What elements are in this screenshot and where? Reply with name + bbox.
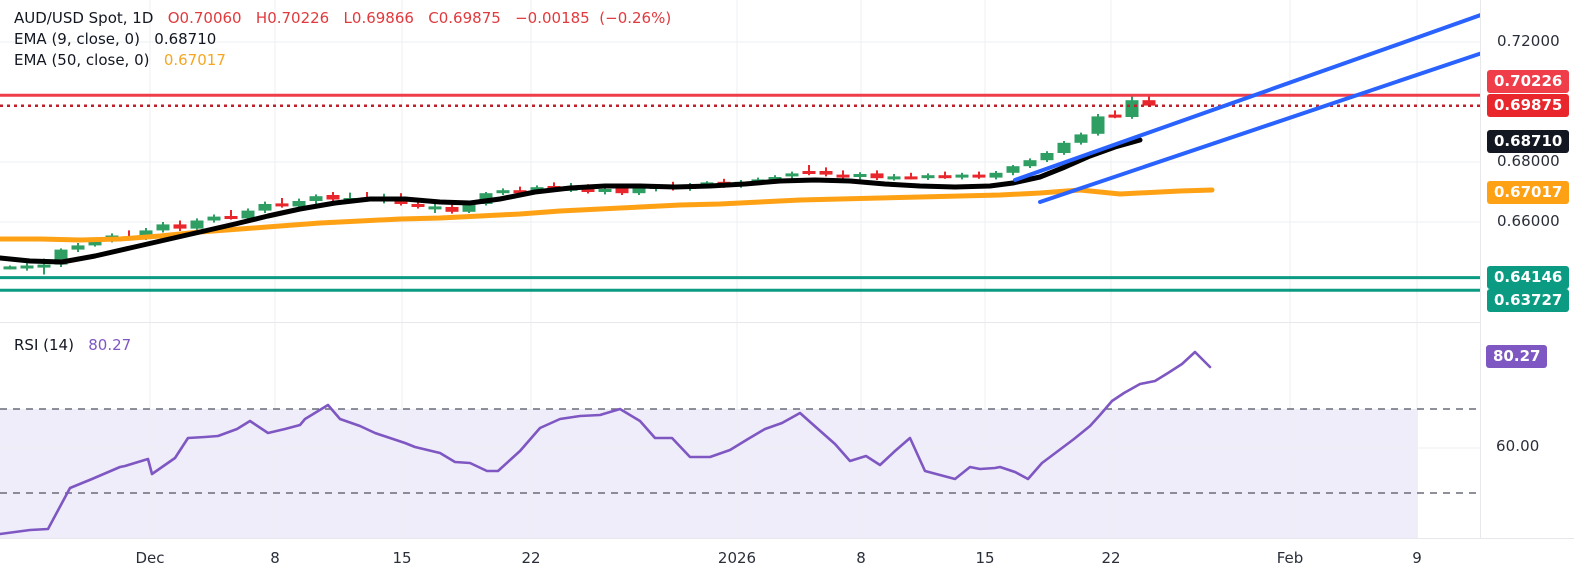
rsi-chart-canvas[interactable]	[0, 323, 1480, 539]
candle-body[interactable]	[581, 187, 595, 192]
candle-body[interactable]	[224, 216, 238, 219]
candle-body[interactable]	[1125, 100, 1139, 117]
price-axis-pill[interactable]: 0.64146	[1487, 266, 1570, 289]
candle-body[interactable]	[292, 201, 306, 207]
time-axis-tick: 9	[1412, 549, 1422, 567]
candle-body[interactable]	[156, 224, 170, 231]
candle-body[interactable]	[921, 175, 935, 179]
candle-body[interactable]	[598, 189, 612, 192]
candle-body[interactable]	[768, 177, 782, 180]
time-axis[interactable]: Dec 8 15 22 2026 8 15 22 Feb 9	[0, 538, 1574, 578]
price-axis-pill[interactable]: 0.70226	[1487, 70, 1570, 93]
candle-body[interactable]	[139, 230, 153, 239]
candle-body[interactable]	[1023, 160, 1037, 167]
rsi-band-fill	[0, 409, 1418, 539]
ema50-line	[0, 187, 1215, 243]
candle-body[interactable]	[326, 195, 340, 200]
candle-body[interactable]	[411, 204, 425, 207]
candle-body[interactable]	[1091, 116, 1105, 134]
time-axis-tick: 22	[521, 549, 541, 567]
price-axis-tick: 0.68000	[1497, 152, 1560, 170]
candle-body[interactable]	[819, 171, 833, 175]
price-axis-tick: 0.66000	[1497, 212, 1560, 230]
pane-divider	[0, 322, 1574, 323]
price-pane[interactable]	[0, 0, 1480, 322]
time-axis-tick: Dec	[135, 549, 165, 567]
candle-body[interactable]	[1108, 114, 1122, 118]
candle-body[interactable]	[207, 216, 221, 221]
price-axis-tick: 0.72000	[1497, 32, 1560, 50]
candle-body[interactable]	[836, 174, 850, 178]
candle-body[interactable]	[37, 264, 51, 268]
trendline-lower[interactable]	[1038, 22, 1480, 204]
price-axis-pill[interactable]: 0.63727	[1487, 289, 1570, 312]
candle-body[interactable]	[870, 173, 884, 179]
candle-body[interactable]	[1057, 142, 1071, 153]
candle-body[interactable]	[190, 220, 204, 229]
time-axis-tick: Feb	[1276, 549, 1304, 567]
candle-body[interactable]	[428, 206, 442, 210]
candle-body[interactable]	[632, 187, 646, 194]
candle-body[interactable]	[20, 265, 34, 269]
price-axis[interactable]: 0.72000 0.68000 0.66000 0.70226 0.69875 0.687…	[1480, 0, 1574, 538]
rsi-axis-tick: 60.00	[1496, 437, 1540, 455]
price-axis-pill[interactable]: 0.67017	[1487, 181, 1570, 204]
candle-body[interactable]	[1040, 153, 1054, 161]
candle-body[interactable]	[802, 171, 816, 174]
candle-body[interactable]	[88, 240, 102, 246]
price-axis-pill[interactable]: 0.69875	[1487, 94, 1570, 117]
candle-body[interactable]	[1074, 134, 1088, 143]
candle-body[interactable]	[1142, 100, 1156, 106]
time-axis-tick: 8	[856, 549, 866, 567]
time-axis-tick: 15	[975, 549, 995, 567]
candle-body[interactable]	[853, 174, 867, 177]
price-axis-pill[interactable]: 0.68710	[1487, 130, 1570, 153]
candle-body[interactable]	[462, 203, 476, 212]
rsi-legend[interactable]: RSI (14) 80.27	[14, 336, 131, 354]
candle-body[interactable]	[887, 176, 901, 180]
candle-body[interactable]	[445, 207, 459, 212]
candle-body[interactable]	[1006, 166, 1020, 173]
candle-body[interactable]	[785, 173, 799, 177]
rsi-line	[0, 350, 1212, 536]
candle-body[interactable]	[615, 188, 629, 194]
time-axis-tick: 8	[270, 549, 280, 567]
candle-body[interactable]	[989, 172, 1003, 178]
candle-body[interactable]	[972, 174, 986, 178]
candle-body[interactable]	[241, 210, 255, 219]
candle-body[interactable]	[173, 224, 187, 229]
trendline-upper[interactable]	[1013, 0, 1480, 182]
time-axis-tick: 22	[1101, 549, 1121, 567]
candle-body[interactable]	[71, 245, 85, 250]
rsi-pane[interactable]	[0, 322, 1480, 539]
rsi-value: 80.27	[88, 336, 132, 354]
price-chart-canvas[interactable]	[0, 0, 1480, 322]
time-axis-tick: 15	[392, 549, 412, 567]
candle-body[interactable]	[3, 266, 17, 270]
rsi-label: RSI (14)	[14, 336, 74, 354]
candle-body[interactable]	[258, 204, 272, 211]
ema9-line	[0, 137, 1143, 265]
candle-body[interactable]	[955, 174, 969, 178]
candle-body[interactable]	[938, 175, 952, 179]
rsi-axis-pill[interactable]: 80.27	[1486, 345, 1548, 368]
time-axis-tick: 2026	[717, 549, 757, 567]
candle-body[interactable]	[496, 190, 510, 194]
candle-body[interactable]	[904, 176, 918, 180]
candle-body[interactable]	[513, 190, 527, 194]
candle-body[interactable]	[275, 203, 289, 207]
candle-body[interactable]	[309, 196, 323, 201]
